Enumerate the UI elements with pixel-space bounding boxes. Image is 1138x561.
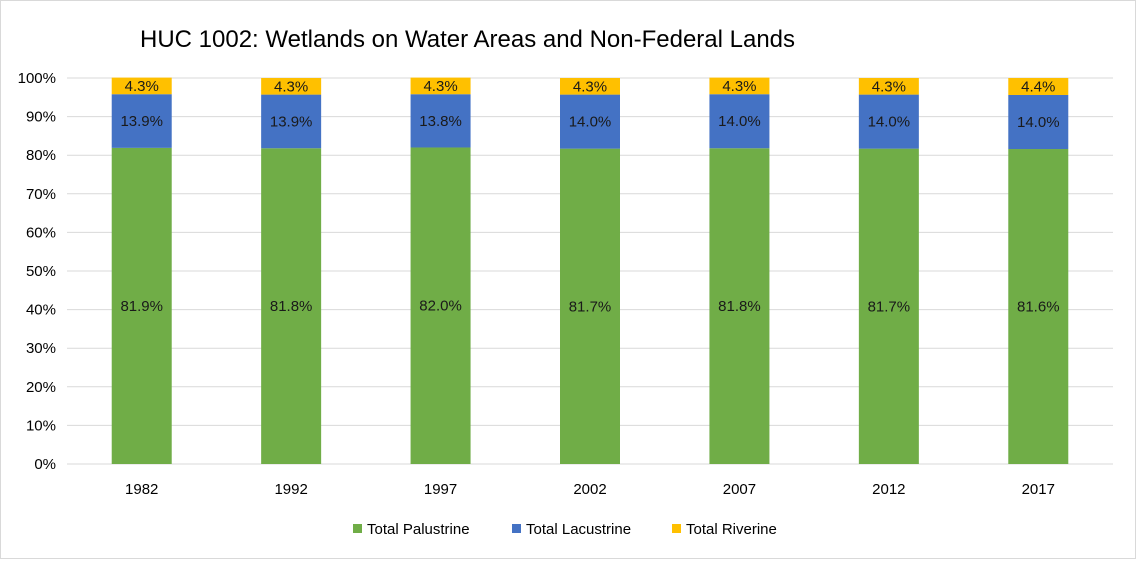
y-tick-label: 100% [18, 70, 56, 87]
bar-segment-total-riverine [1008, 78, 1069, 95]
bar-segment-total-lacustrine [111, 94, 172, 148]
data-label: 4.3% [274, 78, 308, 95]
y-tick-label: 80% [26, 147, 56, 164]
bar-segment-total-lacustrine [560, 94, 620, 149]
y-tick-label: 90% [26, 109, 56, 126]
x-tick-label: 2002 [573, 481, 606, 498]
y-tick-label: 60% [26, 224, 56, 241]
bar-segment-total-riverine [560, 78, 620, 95]
bar-segment-total-palustrine [709, 148, 770, 464]
x-tick-label: 1997 [424, 481, 457, 498]
x-tick-label: 2012 [872, 481, 905, 498]
data-label: 4.3% [423, 78, 457, 95]
bar-segment-total-palustrine [1008, 149, 1069, 465]
bar-segment-total-palustrine [111, 147, 172, 464]
bar-segment-total-lacustrine [1008, 94, 1069, 150]
data-label: 82.0% [419, 298, 462, 315]
data-label: 4.3% [722, 78, 756, 95]
bar-segment-total-palustrine [858, 148, 919, 464]
bar-segment-total-palustrine [410, 147, 471, 465]
chart-title: HUC 1002: Wetlands on Water Areas and No… [140, 26, 796, 53]
bar-segment-total-palustrine [560, 148, 620, 464]
data-label: 4.4% [1021, 78, 1055, 95]
bar-segment-total-riverine [410, 77, 471, 95]
legend-label: Total Riverine [686, 521, 777, 538]
bar-segment-total-riverine [261, 78, 322, 95]
data-label: 81.8% [718, 298, 761, 315]
bar-segment-total-lacustrine [410, 94, 471, 148]
data-label: 81.6% [1017, 299, 1060, 316]
data-label: 81.9% [120, 298, 163, 315]
data-label: 14.0% [718, 113, 761, 130]
bar-segment-total-riverine [709, 77, 770, 95]
data-label: 81.8% [270, 298, 313, 315]
data-label: 13.8% [419, 113, 462, 130]
data-label: 13.9% [270, 113, 313, 130]
x-tick-label: 2007 [723, 481, 756, 498]
bar-segment-total-lacustrine [858, 94, 919, 149]
data-label: 4.3% [872, 78, 906, 95]
bar-segment-total-palustrine [261, 148, 322, 464]
data-label: 4.3% [573, 78, 607, 95]
y-tick-label: 40% [26, 302, 56, 319]
y-tick-label: 30% [26, 340, 56, 357]
legend-swatch [512, 524, 521, 533]
x-tick-label: 2017 [1022, 481, 1055, 498]
legend-swatch [353, 524, 362, 533]
legend-label: Total Palustrine [367, 521, 470, 538]
x-tick-label: 1992 [274, 481, 307, 498]
data-label: 81.7% [868, 298, 911, 315]
bar-segment-total-lacustrine [261, 94, 322, 149]
x-tick-label: 1982 [125, 481, 158, 498]
y-tick-label: 10% [26, 417, 56, 434]
data-label: 14.0% [1017, 114, 1060, 131]
data-label: 13.9% [120, 113, 163, 130]
data-label: 81.7% [569, 298, 612, 315]
y-tick-label: 20% [26, 379, 56, 396]
bar-segment-total-riverine [111, 77, 172, 95]
data-label: 4.3% [125, 78, 159, 95]
y-tick-label: 70% [26, 186, 56, 203]
data-label: 14.0% [569, 114, 612, 131]
data-label: 14.0% [868, 114, 911, 131]
y-tick-label: 50% [26, 263, 56, 280]
y-tick-label: 0% [34, 456, 56, 473]
bar-segment-total-riverine [858, 78, 919, 95]
bar-segment-total-lacustrine [709, 94, 770, 149]
legend-swatch [672, 524, 681, 533]
legend-label: Total Lacustrine [526, 521, 631, 538]
